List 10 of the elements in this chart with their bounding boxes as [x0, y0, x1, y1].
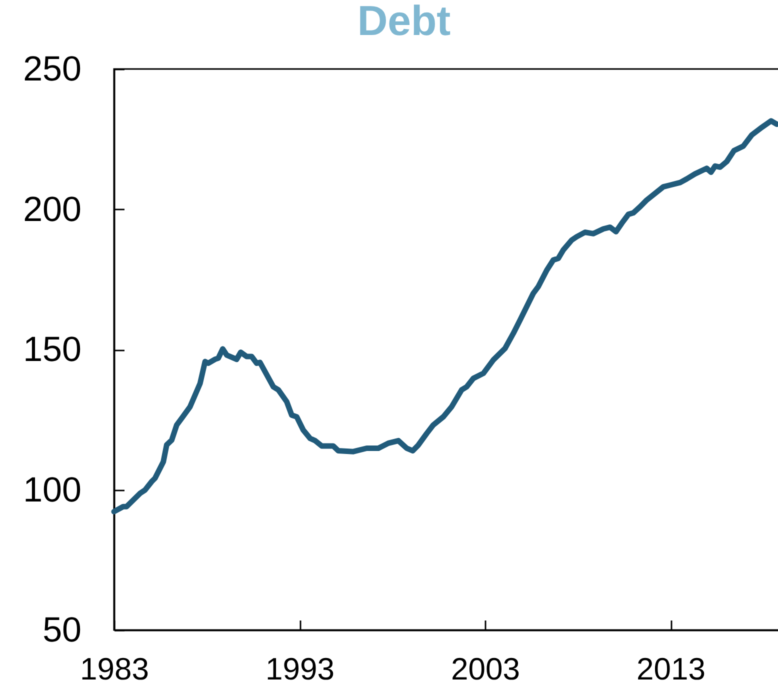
x-tick-label: 2013	[636, 652, 706, 682]
y-tick-label: 200	[23, 190, 82, 229]
chart-title: Debt	[357, 0, 451, 44]
y-tick-label: 50	[42, 610, 82, 650]
y-tick-label: 150	[23, 330, 82, 369]
y-tick-label: 100	[23, 470, 82, 510]
x-tick-label: 2003	[451, 652, 520, 682]
x-tick-label: 1983	[80, 652, 149, 682]
y-tick-label: 250	[23, 50, 82, 88]
x-tick-label: 1993	[266, 652, 334, 682]
